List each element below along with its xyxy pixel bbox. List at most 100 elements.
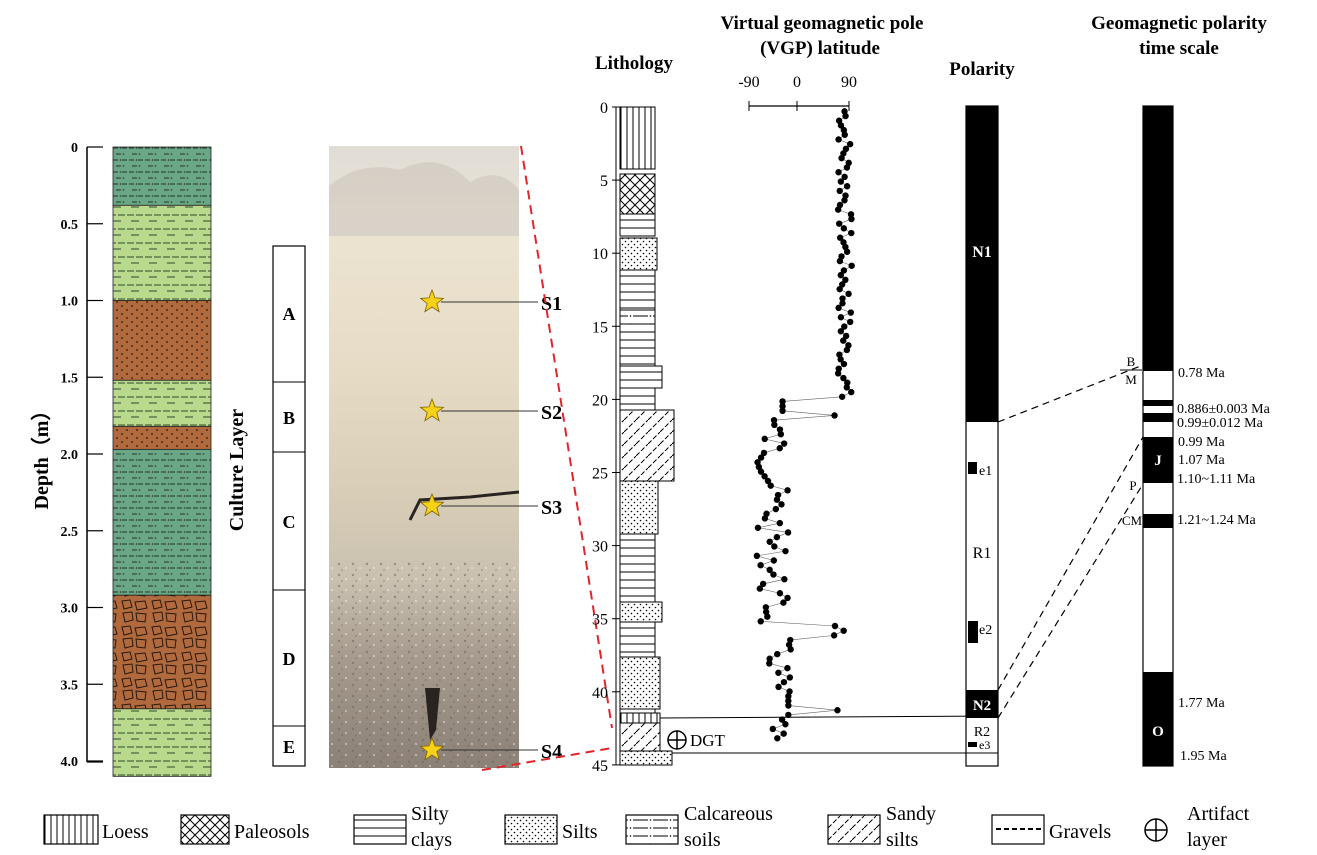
photo-crust-shading [329, 162, 519, 236]
vgp-point [831, 622, 839, 630]
legend-label-calcareous-2: soils [684, 829, 721, 850]
lithology-depth-label: 5 [600, 173, 608, 190]
vgp-point [784, 664, 791, 672]
left-layer-silty-green [112, 379, 212, 427]
vgp-tick--90: -90 [738, 74, 759, 91]
vgp-point [776, 590, 784, 597]
vgp-plot: -90 0 90 [738, 74, 857, 742]
vgp-point [780, 440, 788, 447]
polarity-column: N1 e1 R1 e2 N2 R2 e3 [965, 105, 999, 767]
vgp-point [838, 154, 845, 162]
vgp-point [840, 360, 848, 368]
vgp-point [841, 131, 848, 138]
legend-label-gravels: Gravels [1049, 821, 1111, 843]
vgp-point [835, 365, 842, 372]
vgp-point [775, 669, 782, 676]
vgp-point [843, 346, 851, 354]
vgp-point [835, 304, 842, 312]
vgp-point [830, 632, 838, 639]
photo-root-hole [425, 688, 440, 740]
gpts-column: J O B M P CM 0.78 Ma 0.886±0.003 Ma 0.99… [1120, 105, 1271, 767]
depth-axis-title: Depth（m） [30, 401, 53, 510]
vgp-point [766, 655, 773, 662]
gpts-header-line2: time scale [1139, 38, 1219, 59]
vgp-point [841, 323, 848, 330]
vgp-point [761, 515, 769, 522]
gpts-label-o: O [1152, 724, 1164, 740]
vgp-point [785, 702, 792, 709]
vgp-point [784, 529, 792, 536]
vgp-point [840, 627, 847, 634]
star-icon [419, 397, 445, 422]
vgp-point [843, 248, 851, 255]
sample-label-s3: S3 [541, 497, 562, 519]
vgp-point [778, 716, 786, 723]
depth-tick-label: 0.5 [61, 218, 79, 233]
gpts-label-j: J [1154, 453, 1162, 469]
legend-swatch-silty-clays [353, 814, 407, 845]
vgp-point [846, 140, 854, 148]
vgp-point [753, 552, 761, 560]
vgp-point [773, 533, 781, 541]
vgp-point [779, 407, 786, 415]
gpts-label-b: B [1127, 354, 1136, 369]
legend-label-paleosols: Paleosols [234, 821, 310, 843]
vgp-point [848, 215, 855, 223]
vgp-point [774, 650, 781, 658]
photo-correlation-line [481, 747, 613, 771]
vgp-point [775, 683, 782, 691]
vgp-point [844, 379, 851, 386]
polarity-label-n1: N1 [972, 244, 992, 261]
photo-crack [408, 490, 520, 521]
vgp-point [779, 402, 786, 410]
left-column: Depth（m） 0 0.5 1.0 1.5 2.0 2.5 3.0 3.5 4.0 [30, 141, 212, 777]
legend-label-sandy-2: silts [886, 829, 918, 850]
vgp-point [840, 337, 847, 344]
legend-swatch-calcareous [625, 814, 679, 845]
vgp-point [770, 557, 778, 564]
lithology-depth-label: 40 [592, 685, 608, 702]
gpts-age: 1.21~1.24 Ma [1177, 513, 1257, 528]
polarity-zone-n1 [966, 106, 998, 422]
vgp-point [759, 580, 767, 588]
vgp-point [777, 430, 785, 438]
vgp-point [839, 295, 846, 302]
vgp-point [786, 674, 794, 681]
depth-tick-label: 1.5 [61, 371, 79, 386]
legend: Loess Paleosols Silty clays Silts Calcar… [43, 803, 1250, 851]
vgp-point [784, 487, 791, 494]
star-icon [419, 736, 445, 761]
artifact-marker: DGT [667, 730, 726, 750]
vgp-point [842, 112, 849, 120]
vgp-point [756, 585, 764, 592]
vgp-point [848, 229, 855, 237]
depth-tick-label: 2.0 [61, 448, 79, 463]
vgp-point [842, 332, 850, 340]
gpts-label-p: P [1129, 478, 1136, 493]
polarity-event-e3 [968, 742, 977, 747]
vgp-point [776, 519, 784, 527]
vgp-point [766, 660, 773, 667]
vgp-point [843, 384, 850, 391]
legend-label-artifact-1: Artifact [1187, 803, 1250, 825]
gpts-age: 1.77 Ma [1178, 696, 1225, 711]
lithology-depth-label: 10 [592, 246, 608, 263]
legend-label-silts: Silts [562, 821, 598, 843]
vgp-point [841, 197, 848, 204]
vgp-point [840, 374, 847, 382]
culture-label-d: D [283, 649, 296, 669]
vgp-point [837, 314, 845, 321]
lithology-column: 0 5 10 15 20 25 30 35 40 45 [592, 100, 675, 775]
vgp-tick-0: 0 [793, 74, 801, 91]
star-icon [419, 492, 445, 517]
culture-label-a: A [283, 304, 296, 324]
vgp-point [773, 496, 781, 503]
vgp-point [840, 267, 848, 274]
lithology-depth-label: 20 [592, 392, 608, 409]
polarity-event-e2 [968, 621, 978, 643]
vgp-point [839, 281, 846, 288]
vgp-point [835, 169, 842, 176]
vgp-point [754, 524, 762, 531]
gpts-event [1143, 400, 1173, 406]
polarity-label-r1: R1 [973, 545, 992, 562]
